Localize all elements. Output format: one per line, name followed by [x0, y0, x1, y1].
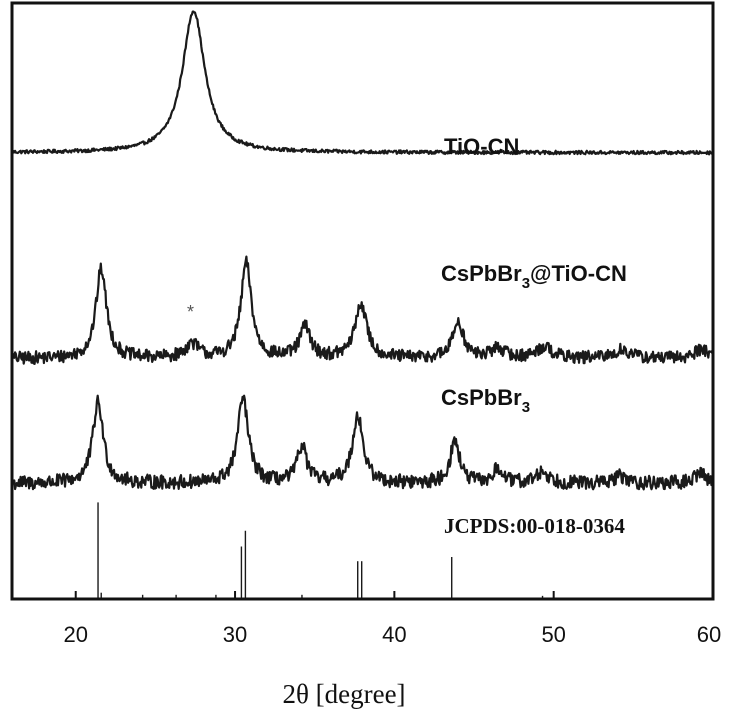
label-cspbbr3-tio-cn-sub: 3	[522, 275, 530, 292]
label-jcpds: JCPDS:00-018-0364	[444, 514, 625, 538]
x-tick-label-40: 40	[382, 622, 406, 647]
x-axis-label: 2θ [degree]	[282, 679, 405, 709]
x-tick-label-60: 60	[697, 622, 721, 647]
series-line-tio-cn	[12, 12, 713, 155]
x-tick-label-20: 20	[63, 622, 87, 647]
x-tick-label-30: 30	[223, 622, 247, 647]
label-cspbbr3-sub: 3	[522, 399, 530, 416]
xrd-traces	[12, 12, 713, 490]
x-tick-label-50: 50	[541, 622, 565, 647]
label-cspbbr3: CsPbBr3	[441, 385, 530, 416]
series-line-cspbbr3	[12, 396, 713, 490]
annotation-star: *	[187, 302, 194, 322]
label-cspbbr3-tio-cn: CsPbBr3@TiO-CN	[441, 261, 627, 292]
label-cspbbr3-tio-cn-main: CsPbBr	[441, 261, 522, 286]
plot-frame	[12, 3, 713, 599]
label-cspbbr3-main: CsPbBr	[441, 385, 522, 410]
label-tio-cn: TiO-CN	[444, 134, 519, 159]
label-cspbbr3-tio-cn-tail: @TiO-CN	[530, 261, 627, 286]
